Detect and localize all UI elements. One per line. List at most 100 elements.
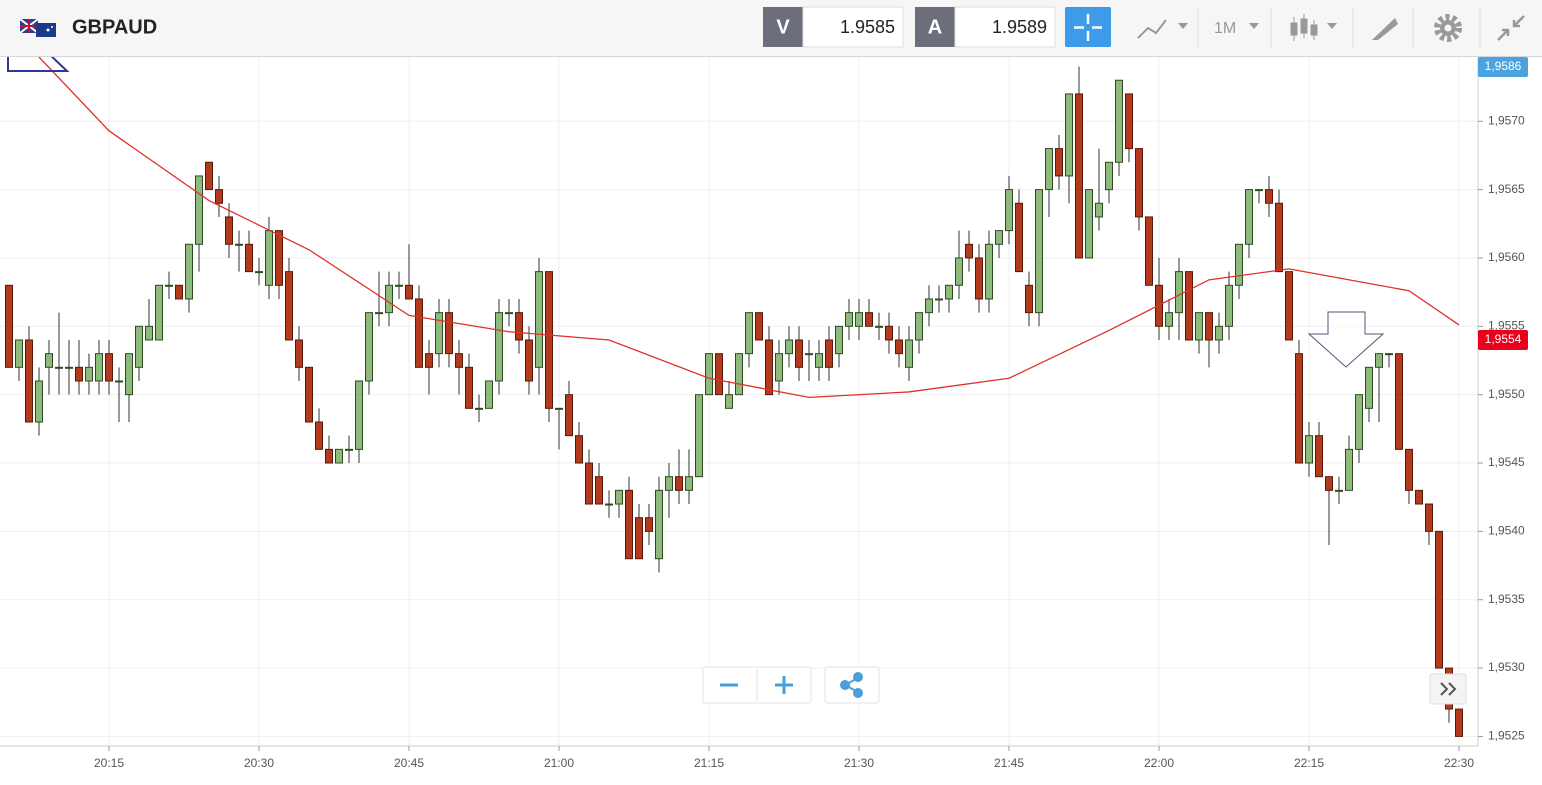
candle-body — [215, 189, 223, 204]
ask-button[interactable] — [915, 7, 955, 47]
x-tick-label: 21:30 — [844, 756, 874, 770]
y-tick-label: 1,9565 — [1488, 182, 1525, 196]
x-tick-label: 20:30 — [244, 756, 274, 770]
candle-body — [575, 435, 583, 464]
candle-body — [165, 284, 173, 287]
candle-body — [1125, 93, 1133, 150]
y-tick-label: 1,9545 — [1488, 455, 1525, 469]
candle-body — [515, 312, 523, 341]
candle-body — [1075, 93, 1083, 259]
candle-body — [815, 353, 823, 368]
bid-button[interactable] — [763, 7, 803, 47]
drawing-tool-button[interactable] — [1372, 18, 1398, 40]
candle-body — [355, 380, 363, 450]
candle-body — [1355, 394, 1363, 450]
candle-body — [555, 407, 563, 410]
y-tick-label: 1,9530 — [1488, 660, 1525, 674]
candle-body — [455, 353, 463, 368]
ask-price: 1.9589 — [992, 17, 1047, 37]
candle-body — [395, 284, 403, 287]
candle-body — [1385, 353, 1393, 356]
candle-body — [305, 366, 313, 423]
candle-body — [1185, 271, 1193, 341]
candle-body — [655, 489, 663, 560]
candle-body — [295, 339, 303, 368]
candle-body — [745, 312, 753, 355]
drawing-arrow[interactable] — [1307, 311, 1385, 368]
candle-body — [775, 353, 783, 382]
candle-body — [265, 230, 273, 286]
candle-body — [535, 271, 543, 368]
x-tick-label: 21:45 — [994, 756, 1024, 770]
zoom-in-button[interactable] — [775, 676, 793, 694]
price-badge-label: 1,9554 — [1485, 332, 1522, 346]
candle-body — [1395, 353, 1403, 450]
candle-body — [135, 325, 143, 368]
candle-body — [695, 394, 703, 478]
timeframe[interactable]: 1M — [1214, 20, 1236, 37]
y-tick-label: 1,9560 — [1488, 250, 1525, 264]
plot-area — [5, 57, 1463, 737]
candle-body — [245, 243, 253, 273]
candle-body — [545, 271, 553, 409]
candle-body — [1295, 353, 1303, 464]
candle-body — [635, 517, 643, 560]
y-axis: 1,9525 1,9530 1,9535 1,9540 1,9545 1,9550 1,95… — [1478, 113, 1525, 743]
candle-body — [185, 243, 193, 300]
candle-body — [595, 476, 603, 505]
candle-body — [1415, 489, 1423, 505]
candle-body — [315, 421, 323, 450]
candle-body — [495, 312, 503, 382]
x-tick-label: 22:30 — [1444, 756, 1474, 770]
candle-body — [1235, 243, 1243, 286]
candle-body — [85, 366, 93, 382]
x-tick-label: 22:15 — [1294, 756, 1324, 770]
candle-body — [75, 366, 83, 382]
price-badge-label: 1,9586 — [1485, 59, 1522, 73]
candle-body — [1025, 284, 1033, 314]
candle-body — [115, 380, 123, 383]
symbol: GBPAUD — [72, 16, 157, 38]
candle-body — [95, 353, 103, 382]
candle-body — [735, 353, 743, 396]
candle-body — [205, 161, 213, 191]
x-axis: 20:15 20:30 20:45 21:00 21:15 21:30 21:45 22:00… — [94, 746, 1474, 770]
scroll-right-button[interactable] — [1429, 673, 1467, 705]
candle-body — [1225, 284, 1233, 327]
candle-body — [1325, 476, 1333, 491]
candle-body — [155, 284, 163, 341]
candle-body — [665, 476, 673, 491]
bid-price: 1.9585 — [840, 17, 895, 37]
share-button[interactable] — [840, 672, 863, 698]
candle-body — [1205, 312, 1213, 341]
candle-body — [1165, 312, 1173, 327]
candle-body — [625, 489, 633, 560]
chart-type-button[interactable] — [1137, 19, 1188, 39]
bid-box — [802, 6, 904, 48]
candle-body — [605, 503, 613, 506]
candle-body — [905, 339, 913, 368]
candle-body — [335, 448, 343, 464]
candle-body — [1065, 93, 1073, 177]
candle-body — [645, 517, 653, 532]
candle-body — [1255, 189, 1263, 192]
price-badge — [1478, 329, 1528, 350]
crosshair-button[interactable] — [1065, 7, 1111, 47]
candle-style-button[interactable] — [1290, 14, 1337, 41]
candle-body — [1275, 202, 1283, 273]
candle-body — [1305, 435, 1313, 464]
candle-body — [1365, 366, 1373, 409]
candle-body — [685, 476, 693, 491]
candle-body — [505, 312, 513, 315]
candle-body — [975, 257, 983, 300]
settings-button[interactable] — [1434, 14, 1462, 42]
candle-body — [1045, 148, 1053, 191]
candle-body — [1265, 189, 1273, 204]
candle-body — [1345, 448, 1353, 491]
candle-body — [275, 230, 283, 286]
candle-body — [385, 284, 393, 314]
collapse-button[interactable] — [1497, 15, 1525, 41]
candle-body — [1425, 503, 1433, 532]
x-tick-label: 21:15 — [694, 756, 724, 770]
x-tick-label: 21:00 — [544, 756, 574, 770]
